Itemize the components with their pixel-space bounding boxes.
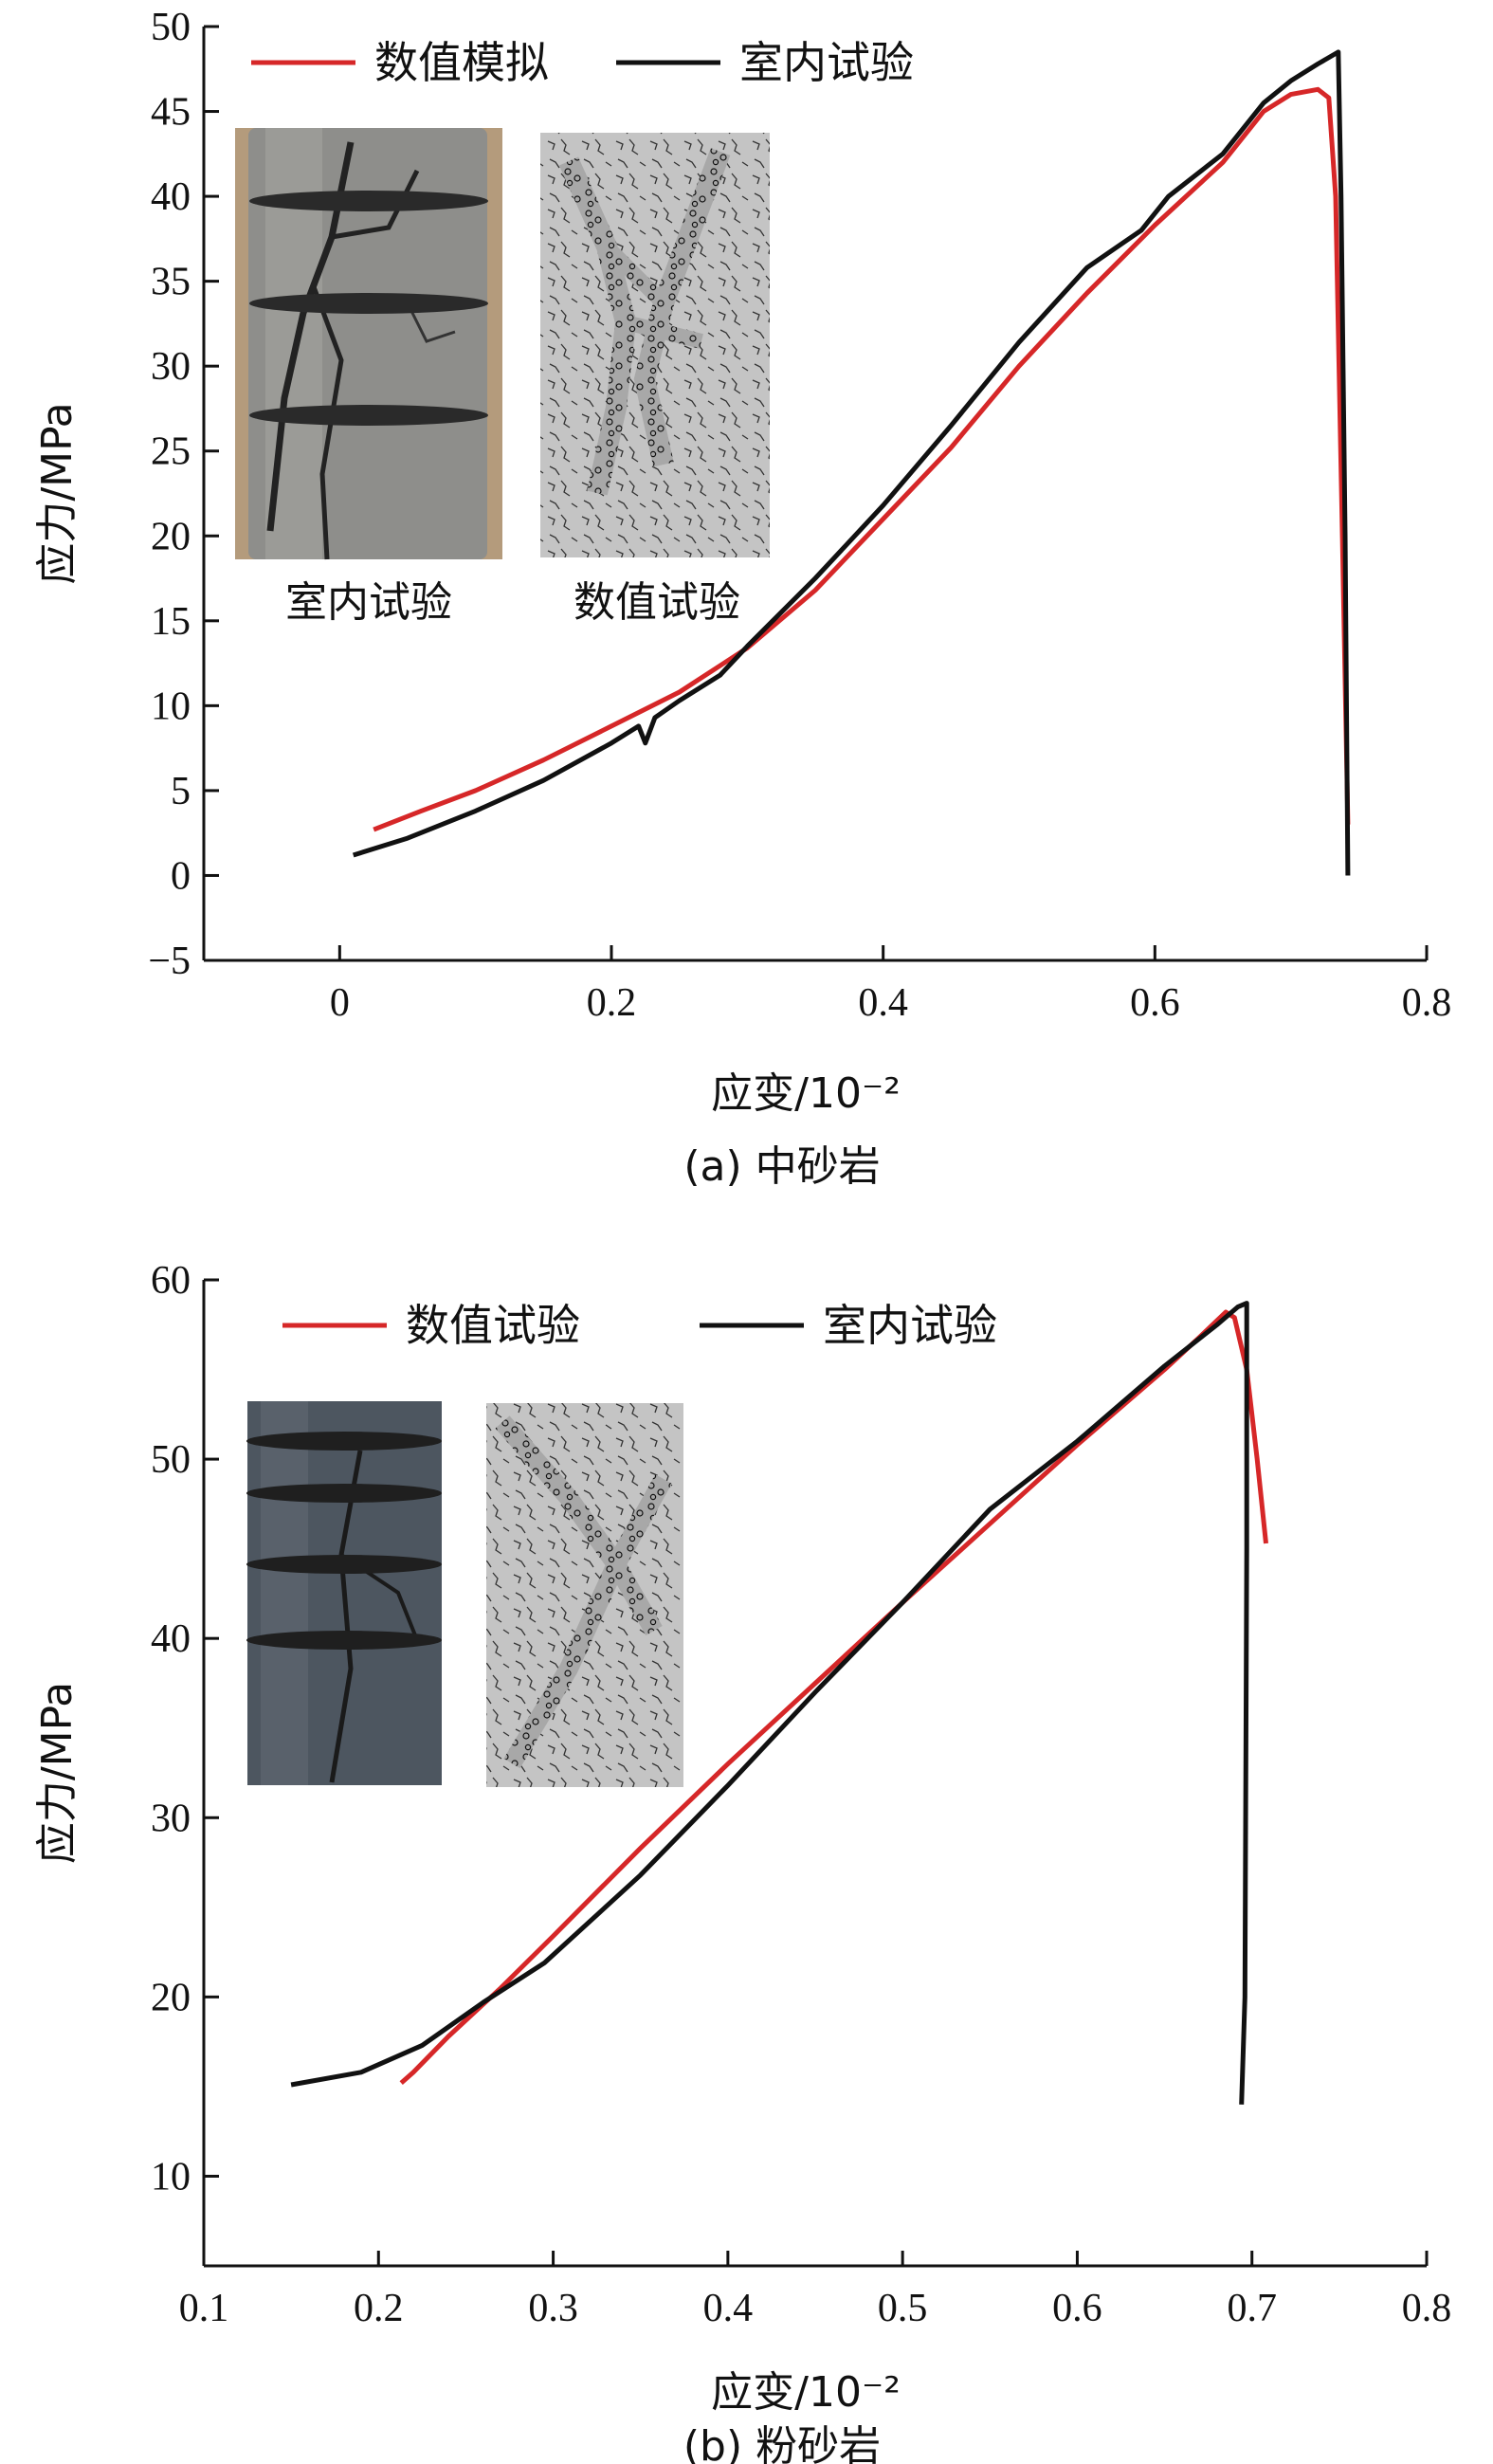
y-axis-label: 应力/MPa <box>33 1682 82 1864</box>
legend-label: 室内试验 <box>823 1300 997 1351</box>
y-tick-label: 20 <box>151 1976 191 2019</box>
y-tick-label: 0 <box>171 854 191 898</box>
x-tick-label: 0.4 <box>703 2287 754 2330</box>
y-tick-label: 5 <box>171 770 191 813</box>
x-tick-label: 0.8 <box>1402 981 1452 1025</box>
y-tick-label: 15 <box>151 600 191 644</box>
y-axis-label: 应力/MPa <box>33 402 82 584</box>
x-tick-label: 0.7 <box>1227 2287 1277 2330</box>
x-axis-label: 应变/10⁻² <box>711 1069 901 1118</box>
x-tick-label: 0.2 <box>354 2287 404 2330</box>
legend-label: 数值试验 <box>406 1300 580 1351</box>
inset-label-lab: 室内试验 <box>285 578 452 627</box>
chart-b: 10 20 30 40 50 60 0.1 0.2 0.3 0.4 0.5 0.6 0.7 0.8 数值试验… <box>33 1259 1451 2464</box>
y-tick-label: 60 <box>151 1259 191 1303</box>
panel-caption: (b) 粉砂岩 <box>683 2422 881 2464</box>
y-tick-label: 30 <box>151 1797 191 1840</box>
inset-lab-specimen-a <box>235 128 502 560</box>
x-tick-label: 0.3 <box>528 2287 578 2330</box>
panel-caption: (a) 中砂岩 <box>683 1142 880 1191</box>
y-tick-label: 45 <box>151 91 191 135</box>
y-tick-label: 25 <box>151 430 191 474</box>
series-line-lab <box>290 1301 1249 2105</box>
inset-label-sim: 数值试验 <box>574 578 740 627</box>
inset-lab-specimen-b <box>246 1401 442 1785</box>
y-tick-label: 30 <box>151 345 191 389</box>
x-tick-label: 0.4 <box>858 981 908 1025</box>
y-tick-label: 20 <box>151 515 191 558</box>
y-tick-label: −5 <box>148 940 191 983</box>
legend-label: 数值模拟 <box>374 37 549 88</box>
x-tick-label: 0.2 <box>587 981 637 1025</box>
y-tick-label: 50 <box>151 6 191 49</box>
inset-sim-specimen-b <box>486 1403 683 1787</box>
chart-a: 室内试验 数值试验 −5 0 5 10 15 20 25 30 35 40 45 50 0 0.2 0.4 0… <box>33 6 1451 1191</box>
x-tick-label: 0.6 <box>1052 2287 1102 2330</box>
series-line-numerical <box>373 86 1351 832</box>
legend-label: 室内试验 <box>739 37 914 88</box>
y-tick-label: 10 <box>151 2155 191 2199</box>
y-tick-label: 10 <box>151 684 191 728</box>
x-tick-label: 0.6 <box>1130 981 1180 1025</box>
y-tick-label: 40 <box>151 175 191 219</box>
x-tick-label: 0.5 <box>878 2287 928 2330</box>
x-tick-label: 0.1 <box>179 2287 229 2330</box>
y-tick-label: 35 <box>151 261 191 304</box>
y-tick-label: 40 <box>151 1617 191 1661</box>
inset-sim-specimen-a <box>540 133 770 557</box>
series-line-lab <box>352 49 1351 876</box>
x-axis-label: 应变/10⁻² <box>711 2368 901 2417</box>
x-tick-label: 0.8 <box>1402 2287 1452 2330</box>
y-tick-label: 50 <box>151 1438 191 1482</box>
x-tick-label: 0 <box>330 981 350 1025</box>
